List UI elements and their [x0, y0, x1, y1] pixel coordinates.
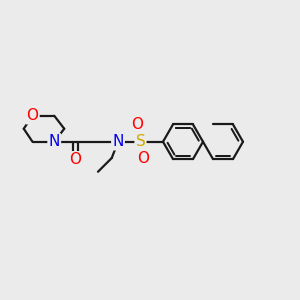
- Text: N: N: [49, 134, 60, 149]
- Text: N: N: [112, 134, 124, 149]
- Text: S: S: [136, 134, 146, 149]
- Text: O: O: [131, 117, 143, 132]
- Text: O: O: [137, 151, 149, 166]
- Text: O: O: [70, 152, 82, 167]
- Text: O: O: [26, 108, 38, 123]
